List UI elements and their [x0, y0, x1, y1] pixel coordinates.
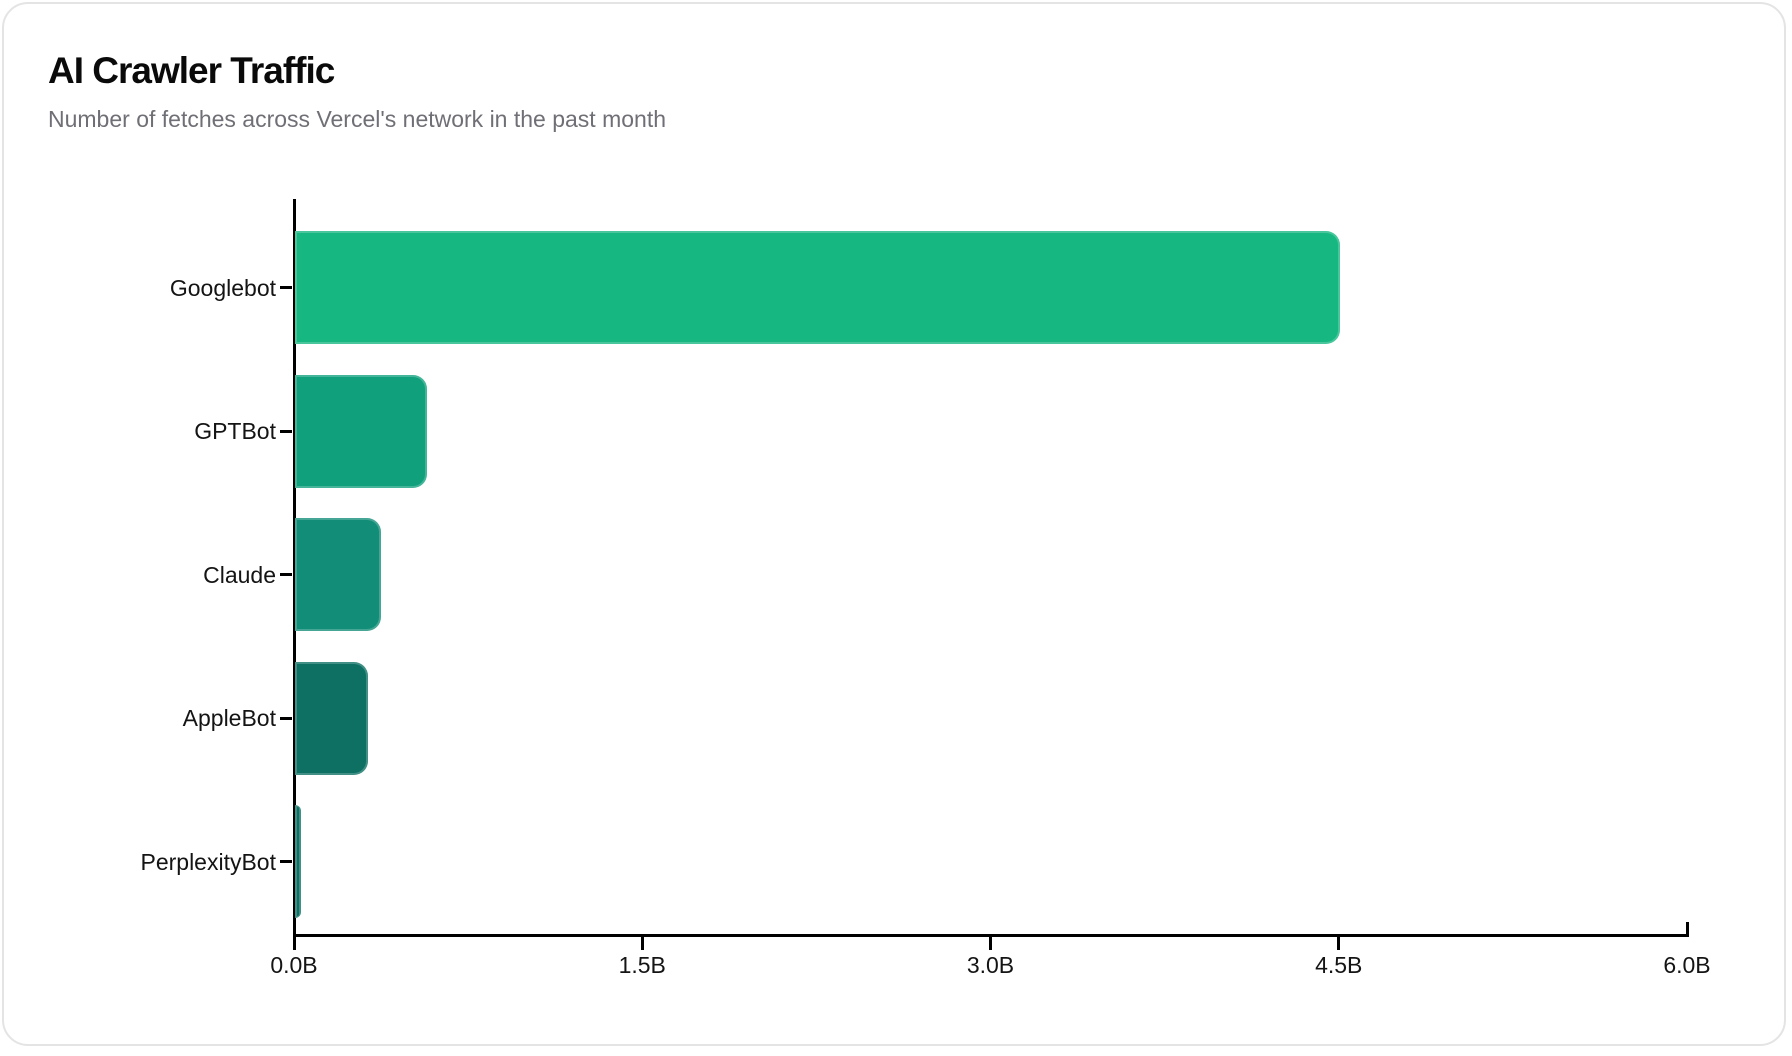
x-tick-label: 3.0B	[966, 952, 1015, 978]
x-tick	[292, 936, 296, 950]
x-tick	[989, 936, 992, 950]
bar-applebot	[295, 661, 369, 775]
category-label-googlebot: Googlebot	[169, 274, 276, 301]
x-tick-label: 0.0B	[270, 952, 318, 978]
category-label-gptbot: GPTBot	[194, 418, 276, 445]
x-axis-line	[292, 933, 1689, 937]
category-label-perplexitybot: PerplexityBot	[140, 848, 276, 875]
bar-gptbot	[295, 374, 428, 488]
y-tick	[280, 429, 292, 433]
bar-chart: Googlebot GPTBot Claude AppleBot PerplexityB…	[4, 4, 1792, 1056]
y-tick	[280, 286, 292, 289]
category-label-applebot: AppleBot	[182, 705, 276, 732]
page-title: AI Crawler Traffic	[48, 50, 335, 91]
x-tick	[640, 936, 644, 950]
category-label-claude: Claude	[203, 561, 276, 588]
x-tick-label: 4.5B	[1315, 952, 1363, 978]
x-tick	[1337, 936, 1341, 950]
y-tick	[280, 573, 292, 577]
chart-subtitle: Number of fetches across Vercel's networ…	[48, 106, 667, 132]
bar-googlebot	[295, 231, 1340, 344]
x-tick-label: 1.5B	[618, 952, 666, 978]
y-axis-line	[292, 199, 296, 937]
y-tick	[280, 716, 292, 720]
x-axis-endcap	[1685, 922, 1689, 935]
x-tick-label: 6.0B	[1663, 952, 1711, 978]
y-tick	[280, 860, 292, 864]
bar-claude	[295, 518, 381, 632]
bar-perplexitybot	[295, 805, 301, 919]
